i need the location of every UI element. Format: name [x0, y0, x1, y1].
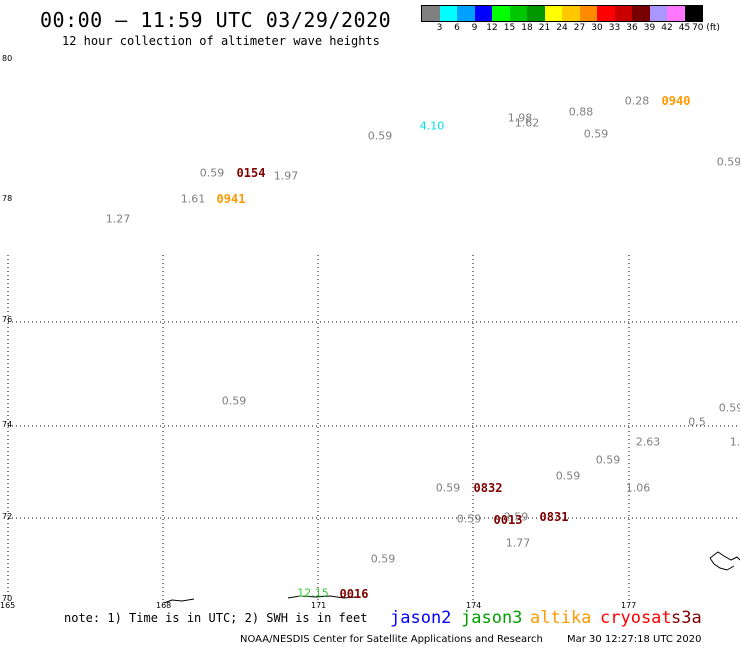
color-scale-label: 70 (ft) [692, 23, 720, 33]
pass-time-label: 0154 [236, 166, 266, 180]
color-scale-label: 9 [471, 23, 478, 33]
wave-height-value: 0.59 [595, 453, 621, 467]
latitude-label: 70 [2, 594, 13, 603]
longitude-label: 177 [621, 601, 637, 610]
color-scale-cell [457, 6, 475, 21]
color-scale-cell [509, 6, 527, 21]
wave-height-value: 0.59 [367, 129, 393, 143]
wave-height-value: 0.59 [718, 401, 740, 415]
wave-height-value: 0.88 [568, 105, 594, 119]
wave-height-value: 0.59 [199, 166, 225, 180]
credit-line: NOAA/NESDIS Center for Satellite Applica… [240, 634, 543, 645]
pass-time-label: 0940 [661, 94, 691, 108]
wave-height-value: 1.06 [625, 481, 651, 495]
coastline [163, 551, 740, 604]
longitude-label: 168 [156, 601, 172, 610]
wave-height-value: 0.59 [555, 469, 581, 483]
longitude-label: 174 [466, 601, 482, 610]
satellite-legend-altika: altika [530, 608, 592, 628]
wave-height-value: 0.59 [221, 394, 247, 408]
latitude-label: 80 [2, 54, 13, 63]
wave-height-value: 0.5 [688, 415, 706, 429]
color-scale-cell [474, 6, 492, 21]
satellite-legend-s3a: s3a [671, 608, 702, 628]
wave-height-value: 0.59 [716, 155, 740, 169]
color-scale-label: 12 [486, 23, 498, 33]
page-title: 00:00 – 11:59 UTC 03/29/2020 [40, 8, 392, 32]
wave-height-value: 1.98 [507, 111, 533, 125]
wave-height-value: 2.59 [503, 510, 529, 524]
color-scale-label: 24 [556, 23, 568, 33]
color-scale-label: 42 [661, 23, 673, 33]
satellite-legend-cryosat: cryosat [600, 608, 672, 628]
color-scale-label: 27 [573, 23, 586, 33]
pass-time-label: 0016 [339, 587, 369, 601]
longitude-label: 171 [311, 601, 327, 610]
wave-height-value: 1. [729, 435, 740, 449]
pass-time-label: 0013 [493, 513, 523, 527]
latitude-label: 72 [2, 512, 13, 521]
satellite-legend-jason3: jason3 [461, 608, 523, 628]
pass-time-label: 0831 [539, 510, 569, 524]
color-scale-cell [527, 6, 545, 21]
wave-height-value: 0.59 [456, 512, 482, 526]
color-scale-cell [439, 6, 457, 21]
coastline-south-a [163, 598, 195, 604]
color-scale-label: 33 [608, 23, 621, 33]
coastline-east [709, 551, 740, 571]
color-scale-cell [667, 6, 685, 21]
color-scale-cell [562, 6, 580, 21]
color-scale-label: 15 [503, 23, 516, 33]
latitude-label: 76 [2, 315, 13, 324]
color-scale-cell [649, 6, 667, 21]
color-scale-cell [632, 6, 650, 21]
wave-height-value: 0.59 [435, 481, 461, 495]
wave-height-value: 1.61 [180, 192, 206, 206]
color-scale-label: 3 [436, 23, 443, 33]
color-scale-label: 18 [521, 23, 533, 33]
color-scale-label: 30 [591, 23, 603, 33]
coastline-south-b [287, 595, 357, 599]
pass-time-label: 0832 [473, 481, 503, 495]
latitude-label: 74 [2, 420, 13, 429]
color-scale-cell [684, 6, 702, 21]
wave-height-value: 4.10 [419, 119, 445, 133]
color-scale-label: 6 [454, 23, 460, 33]
wave-height-value: 0.28 [624, 94, 650, 108]
wave-height-value: 12.15 [297, 586, 329, 600]
wave-height-value: 2.63 [635, 435, 661, 449]
wave-height-value: 0.59 [583, 127, 609, 141]
generated-timestamp: Mar 30 12:27:18 UTC 2020 [567, 634, 702, 645]
footer-note: note: 1) Time is in UTC; 2) SWH is in fe… [64, 611, 368, 625]
color-scale-label: 36 [626, 23, 638, 33]
wave-height-value: 1.62 [514, 116, 540, 130]
color-scale-label: 45 [678, 23, 691, 33]
latitude-label: 78 [2, 194, 13, 203]
satellite-legend-jason2: jason2 [390, 608, 452, 628]
wave-height-value: 1.77 [505, 536, 531, 550]
color-scale-cell [492, 6, 510, 21]
color-scale-label: 21 [538, 23, 551, 33]
color-scale-cell [614, 6, 632, 21]
wave-height-value: 0.59 [370, 552, 396, 566]
color-scale-label: 39 [643, 23, 656, 33]
map-gridlines [7, 255, 740, 600]
color-scale-bar [421, 5, 703, 22]
color-scale-cell [544, 6, 562, 21]
pass-time-label: 0941 [216, 192, 246, 206]
color-scale-cell [597, 6, 615, 21]
wave-height-value: 1.97 [273, 169, 299, 183]
page-subtitle: 12 hour collection of altimeter wave hei… [62, 34, 380, 48]
color-scale-cell [422, 6, 440, 21]
wave-height-value: 1.27 [105, 212, 131, 226]
longitude-label: 165 [0, 601, 16, 610]
color-scale-cell [579, 6, 597, 21]
